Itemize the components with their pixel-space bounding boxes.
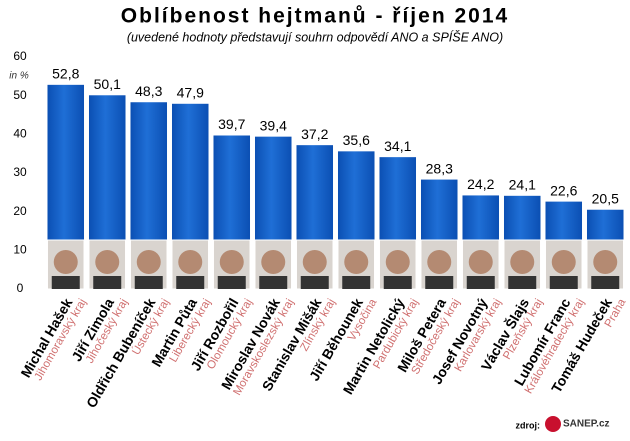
photo-body [466,276,495,289]
photo-body [176,276,205,289]
photo-body [342,276,371,289]
y-tick-label: 50 [13,88,27,102]
y-tick-label: 30 [13,165,27,179]
photo-face [385,250,410,274]
y-tick-label: 40 [13,127,27,141]
photo-body [217,276,246,289]
y-tick-label: 60 [13,49,27,63]
photo-face [53,250,78,274]
value-label: 47,9 [177,84,204,100]
photo-body [591,276,620,289]
y-tick-label: 20 [13,204,27,218]
chart-title: Oblíbenost hejtmanů - říjen 2014 [121,5,509,28]
photo-body [259,276,288,289]
value-label: 48,3 [135,83,162,99]
photo-face [261,250,286,274]
photo-face [136,250,161,274]
y-tick-label: 0 [17,281,24,295]
photo-body [549,276,578,289]
value-label: 35,6 [343,132,370,148]
source-label: zdroj: [516,420,541,430]
photo-body [300,276,329,289]
value-label: 39,4 [260,117,287,133]
value-label: 50,1 [94,76,121,92]
value-label: 24,1 [509,177,536,193]
value-label: 20,5 [592,190,619,206]
value-label: 22,6 [550,182,577,198]
value-label: 24,2 [467,176,494,192]
y-tick-label: 10 [13,243,27,257]
photo-face [219,250,244,274]
photo-body [425,276,454,289]
photo-face [95,250,120,274]
photo-face [510,250,535,274]
y-unit: in % [9,71,29,82]
value-label: 52,8 [52,66,79,82]
value-label: 34,1 [384,138,411,154]
value-label: 37,2 [301,126,328,142]
photo-body [383,276,412,289]
photo-face [178,250,203,274]
photo-face [344,250,369,274]
photo-body [93,276,122,289]
value-label: 39,7 [218,116,245,132]
source: SANEP.cz [563,419,610,430]
photo-face [427,250,452,274]
photo-body [51,276,80,289]
photo-face [302,250,327,274]
source-logo [545,416,561,432]
photo-face [551,250,576,274]
photo-face [593,250,618,274]
value-label: 28,3 [426,160,453,176]
photo-body [508,276,537,289]
chart-subtitle: (uvedené hodnoty představují souhrn odpo… [127,29,503,44]
photo-face [468,250,493,274]
photo-body [134,276,163,289]
